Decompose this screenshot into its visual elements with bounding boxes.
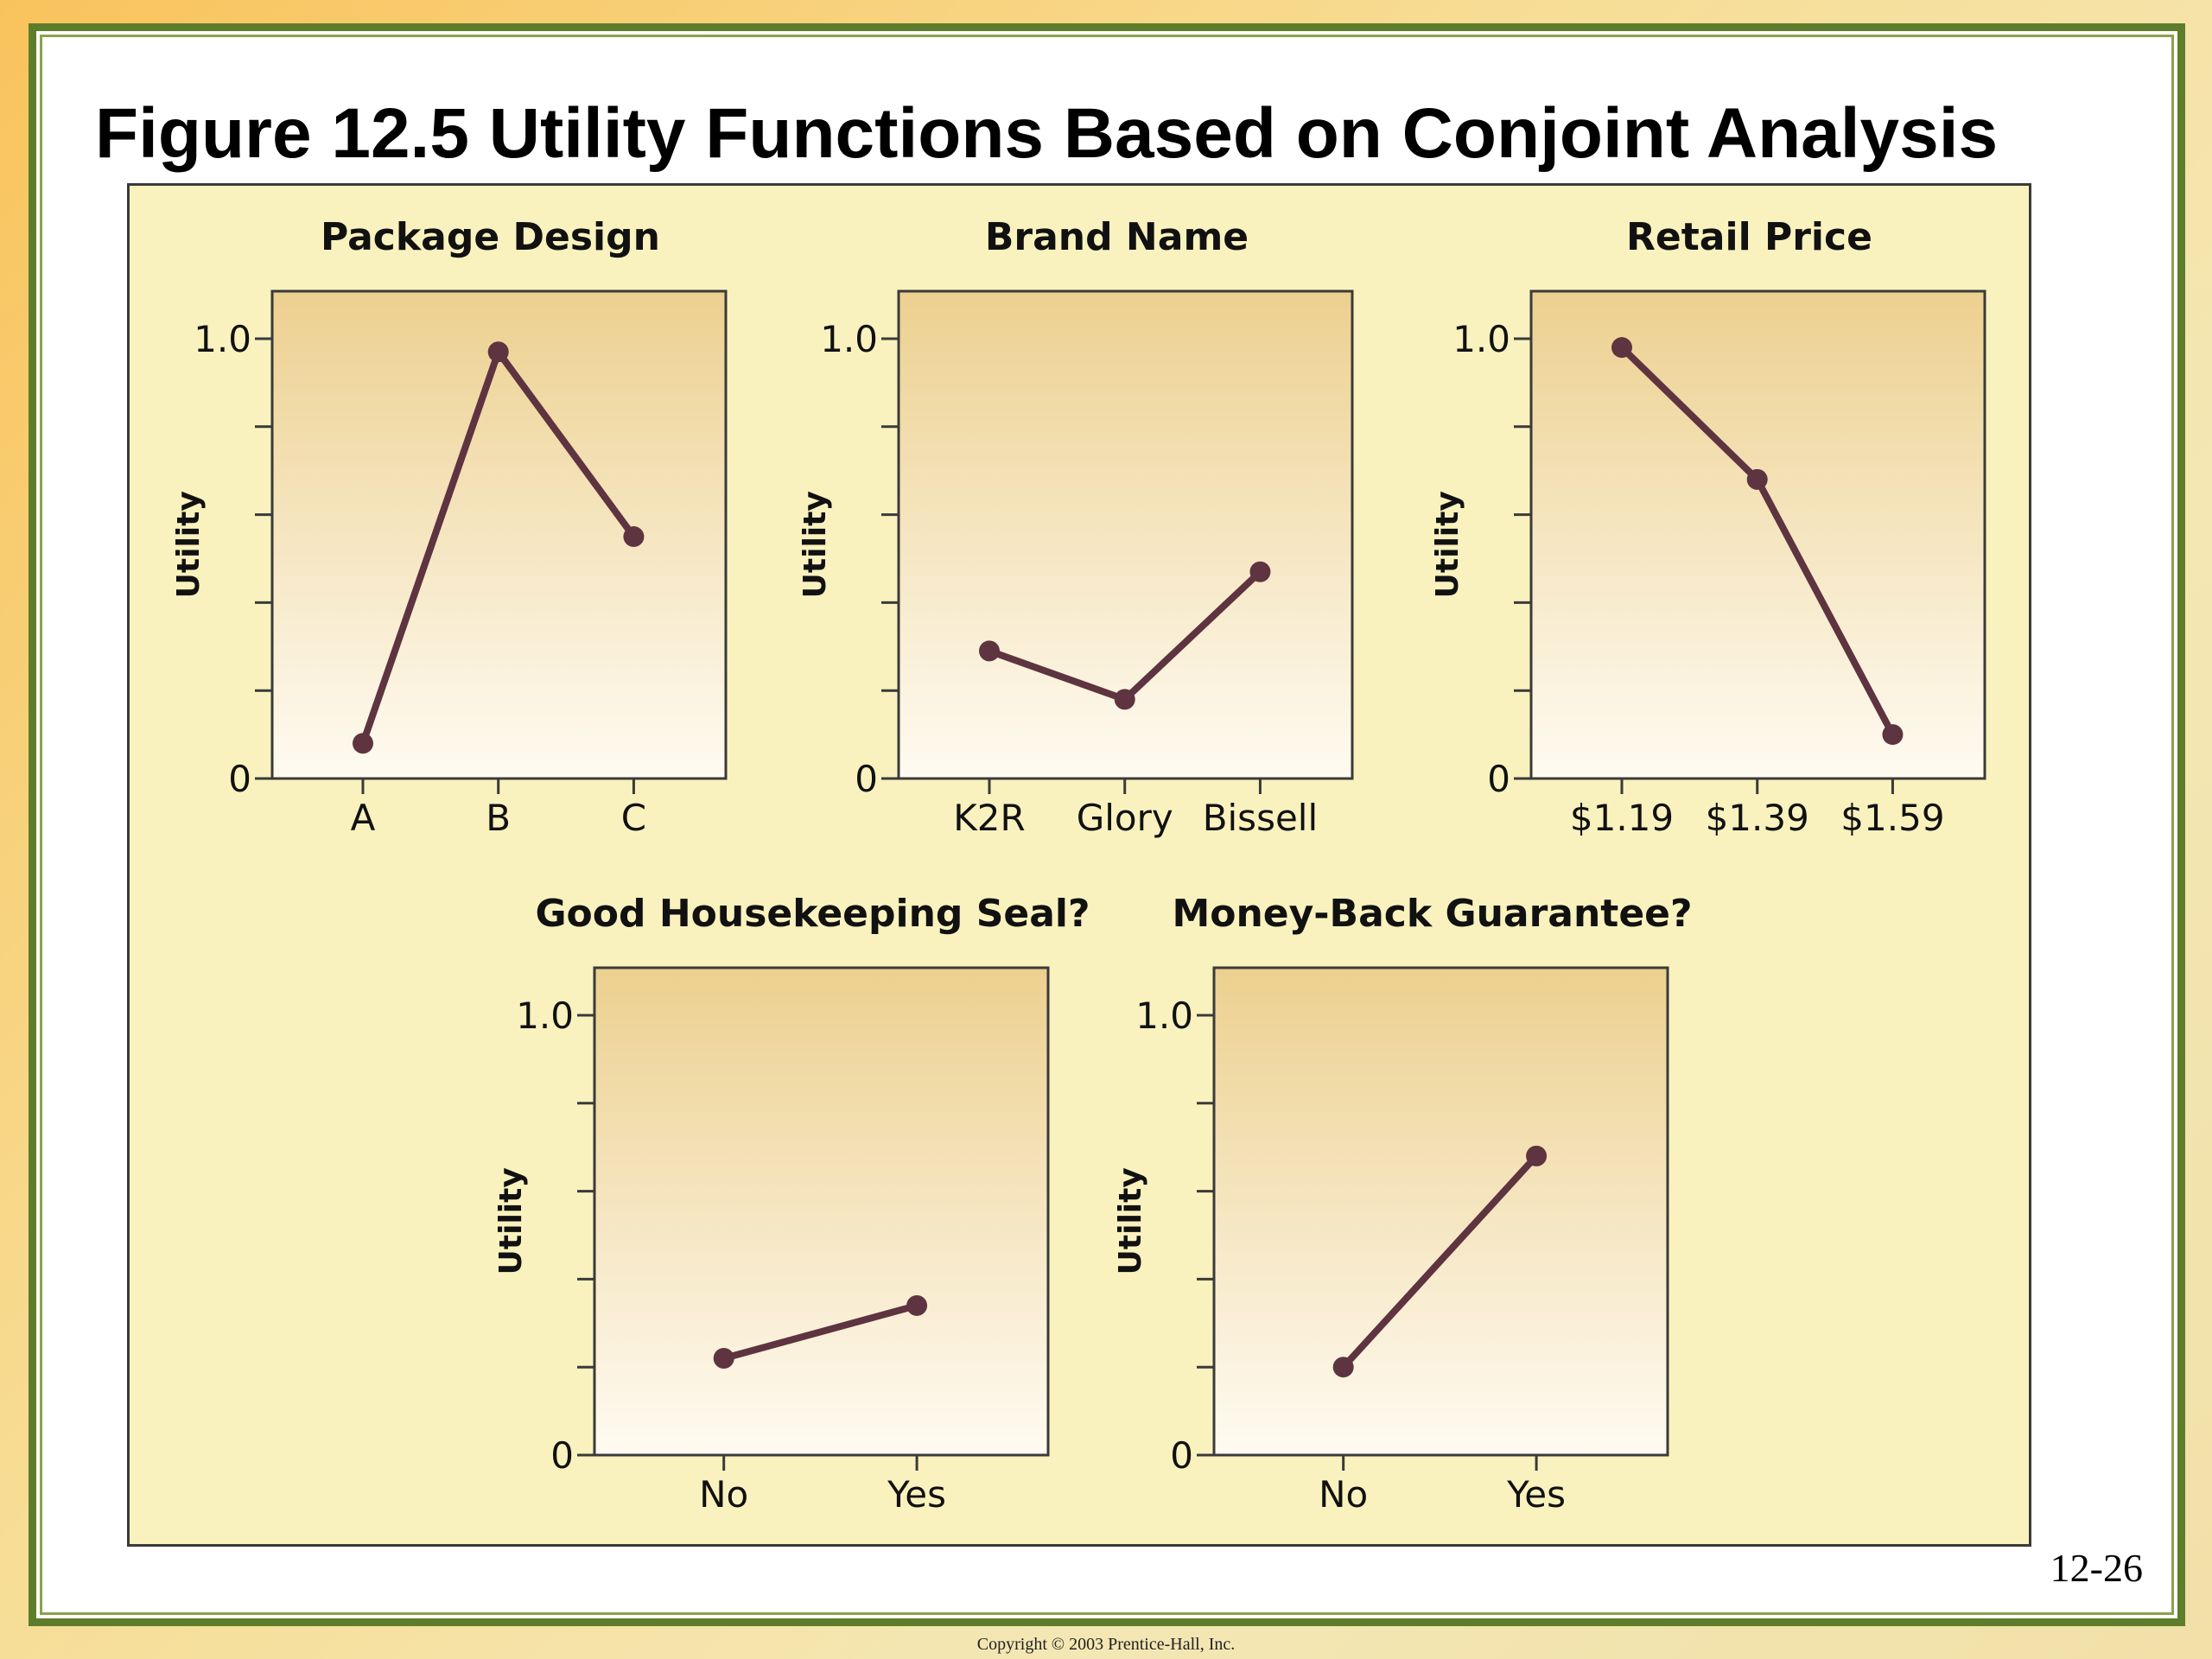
- x-tick-label: C: [621, 797, 646, 839]
- page-number: 12-26: [2050, 1546, 2143, 1590]
- y-tick-label: 1.0: [1452, 318, 1510, 360]
- data-point: [1114, 689, 1135, 710]
- data-point: [979, 640, 1000, 662]
- copyright: Copyright © 2003 Prentice-Hall, Inc.: [976, 1635, 1236, 1654]
- y-axis-label: Utility: [493, 1167, 529, 1274]
- data-point: [1249, 561, 1271, 582]
- series-line: [720, 1301, 921, 1363]
- chart-title: Good Housekeeping Seal?: [535, 892, 1090, 936]
- y-tick-label: 0: [228, 758, 251, 800]
- plot-area: [593, 966, 1050, 1457]
- x-tick-label: $1.39: [1706, 797, 1809, 839]
- y-axis-label: Utility: [1430, 491, 1465, 598]
- y-tick-label: 0: [1170, 1434, 1193, 1477]
- y-axis-label: Utility: [798, 491, 833, 598]
- data-point: [1332, 1357, 1354, 1378]
- x-tick-label: Bissell: [1203, 797, 1318, 839]
- plot-area: [1212, 966, 1669, 1457]
- x-tick-label: B: [486, 797, 511, 839]
- data-point: [1526, 1145, 1548, 1166]
- data-point: [1611, 337, 1632, 359]
- data-point: [353, 733, 373, 754]
- data-point: [1746, 468, 1768, 490]
- x-tick-label: No: [1319, 1473, 1368, 1516]
- x-tick-label: No: [699, 1473, 748, 1516]
- series-line: [1339, 1152, 1541, 1371]
- y-tick-label: 1.0: [194, 318, 251, 360]
- chart-2: Brand Name 0 1.0 Utility K2R Glory Bissell: [798, 215, 1354, 839]
- data-point: [713, 1348, 734, 1370]
- chart-title: Package Design: [321, 215, 660, 259]
- chart-title: Brand Name: [985, 215, 1249, 259]
- data-point: [1882, 724, 1904, 746]
- x-tick-label: K2R: [953, 797, 1025, 839]
- x-tick-label: Yes: [1506, 1473, 1566, 1516]
- chart-1: Package Design 0 1.0 Utility A B C: [171, 215, 728, 839]
- chart-title: Money-Back Guarantee?: [1172, 892, 1692, 936]
- chart-4: Good Housekeeping Seal? 0 1.0 Utility No Yes: [493, 892, 1090, 1516]
- x-tick-label: $1.59: [1840, 797, 1944, 839]
- y-axis-label: Utility: [1113, 1167, 1148, 1274]
- chart-title: Retail Price: [1626, 215, 1872, 259]
- plot-area: [270, 289, 728, 780]
- slide-title: Figure 12.5 Utility Functions Based on C…: [95, 94, 1999, 173]
- y-tick-label: 1.0: [516, 995, 574, 1037]
- chart-3: Retail Price 0 1.0 Utility $1.19 $1.39 $1.59: [1430, 215, 1986, 839]
- x-tick-label: $1.19: [1570, 797, 1674, 839]
- y-tick-label: 1.0: [1135, 995, 1193, 1037]
- plot-area: [1529, 289, 1986, 780]
- x-tick-label: A: [351, 797, 376, 839]
- x-tick-label: Yes: [887, 1473, 946, 1516]
- y-tick-label: 0: [550, 1434, 574, 1477]
- y-tick-label: 0: [1487, 758, 1510, 800]
- data-point: [906, 1294, 928, 1316]
- x-tick-label: Glory: [1077, 797, 1173, 839]
- chart-5: Money-Back Guarantee? 0 1.0 Utility No Yes: [1113, 892, 1693, 1516]
- data-point: [487, 341, 509, 363]
- y-tick-label: 0: [855, 758, 878, 800]
- data-point: [623, 526, 645, 548]
- y-axis-label: Utility: [171, 491, 207, 598]
- y-tick-label: 1.0: [820, 318, 878, 360]
